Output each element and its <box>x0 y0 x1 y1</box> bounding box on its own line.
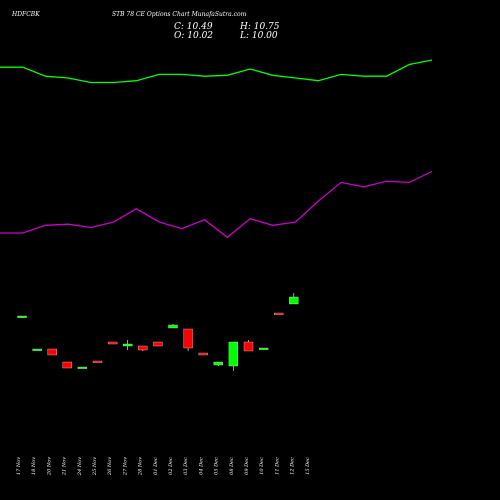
x-tick-label: 28 Nov <box>138 457 144 476</box>
x-tick-label: 27 Nov <box>122 457 128 476</box>
chart-title: STB 78 CE Options Chart MunafaSutra.com <box>112 11 247 18</box>
x-tick-label: 01 Dec <box>153 457 159 475</box>
candle-body <box>168 324 178 329</box>
candle-body <box>92 360 103 363</box>
ohlc-low: L: 10.00 <box>240 31 278 41</box>
magenta-indicator-line <box>0 170 433 239</box>
chart-symbol: HDFCBK <box>12 11 40 18</box>
candle-body <box>62 361 72 369</box>
x-tick-label: 24 Nov <box>77 457 83 476</box>
candle-body <box>123 343 133 347</box>
candle-body <box>274 312 284 315</box>
candle-body <box>17 315 27 318</box>
x-tick-label: 20 Nov <box>46 457 52 476</box>
x-tick-label: 05 Dec <box>214 457 220 475</box>
x-tick-label: 04 Dec <box>198 457 204 475</box>
candle-body <box>32 348 42 351</box>
ohlc-high: H: 10.75 <box>240 22 280 32</box>
x-tick-label: 03 Dec <box>183 457 189 475</box>
candle-body <box>213 361 223 366</box>
candle-body <box>289 296 299 305</box>
x-tick-label: 10 Dec <box>259 457 265 475</box>
x-tick-label: 17 Nov <box>16 457 22 475</box>
x-tick-label: 21 Nov <box>62 457 68 476</box>
candle-body <box>198 352 208 356</box>
x-tick-label: 12 Dec <box>290 457 296 475</box>
candle-body <box>47 348 57 356</box>
candle-body <box>138 345 148 351</box>
candle-body <box>228 341 239 367</box>
candle-body <box>243 341 254 352</box>
candle-body <box>183 328 193 349</box>
candle-body <box>258 347 269 350</box>
candle-body <box>77 366 88 369</box>
x-tick-label: 18 Nov <box>31 457 37 475</box>
x-tick-label: 15 Dec <box>305 457 311 475</box>
ohlc-close: C: 10.49 <box>174 22 213 32</box>
x-tick-label: 08 Dec <box>229 457 235 475</box>
x-tick-label: 25 Nov <box>92 457 98 476</box>
x-tick-label: 09 Dec <box>244 457 250 475</box>
x-tick-label: 02 Dec <box>168 457 174 475</box>
x-tick-label: 26 Nov <box>107 457 113 476</box>
candle-body <box>107 341 118 345</box>
candle-body <box>153 341 163 347</box>
x-tick-label: 11 Dec <box>274 457 280 475</box>
green-indicator-line <box>0 59 433 84</box>
ohlc-open: O: 10.02 <box>174 31 214 41</box>
